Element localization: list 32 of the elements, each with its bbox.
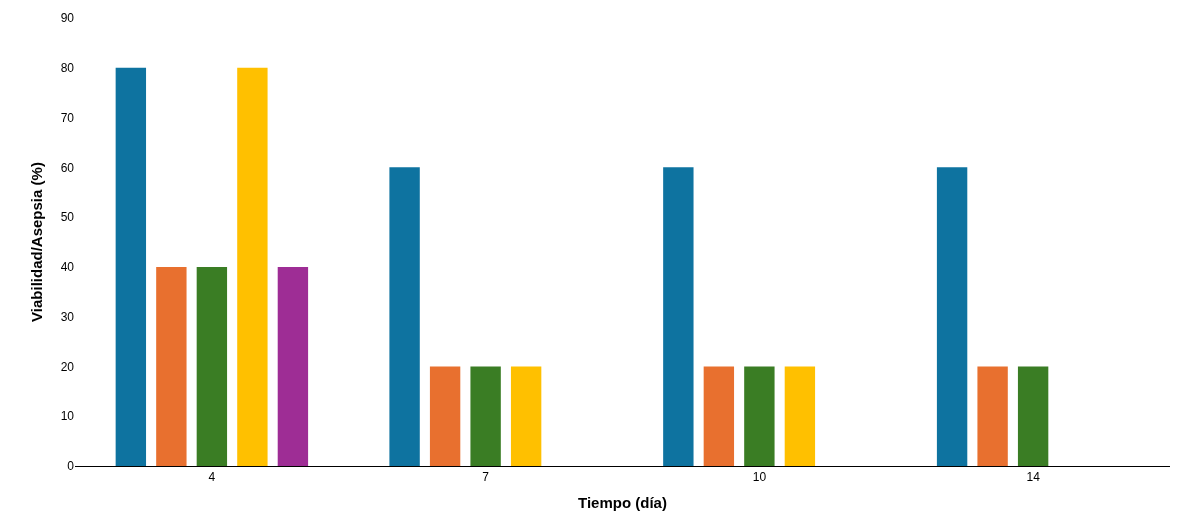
y-tick-label: 70 — [60, 110, 75, 125]
y-tick-label: 80 — [60, 60, 75, 75]
y-tick-label: 0 — [67, 459, 75, 474]
bar — [1017, 366, 1049, 466]
bar — [510, 366, 542, 466]
bar — [744, 366, 775, 466]
x-tick-label: 7 — [482, 470, 490, 485]
bar — [156, 266, 187, 466]
bar — [196, 266, 228, 466]
bar — [429, 366, 461, 466]
bar — [703, 366, 735, 466]
x-tick-label: 10 — [752, 470, 767, 485]
bar — [115, 67, 147, 466]
y-tick-label: 10 — [60, 409, 75, 424]
bar — [277, 266, 309, 466]
bar — [389, 167, 420, 466]
bar — [237, 67, 268, 466]
x-tick-label: 4 — [208, 470, 216, 485]
bar — [977, 366, 1008, 466]
bar — [936, 167, 968, 466]
y-tick-label: 90 — [60, 11, 75, 26]
x-axis-title: Tiempo (día) — [578, 494, 667, 512]
y-tick-label: 30 — [60, 309, 75, 324]
bar — [784, 366, 816, 466]
y-tick-label: 20 — [60, 359, 75, 374]
y-tick-label: 50 — [60, 210, 75, 225]
y-axis-title: Viabilidad/Asepsia (%) — [27, 162, 45, 322]
y-tick-label: 60 — [60, 160, 75, 175]
y-tick-label: 40 — [60, 260, 75, 275]
x-tick-label: 14 — [1026, 470, 1041, 485]
bar — [470, 366, 501, 466]
bar — [663, 167, 694, 466]
